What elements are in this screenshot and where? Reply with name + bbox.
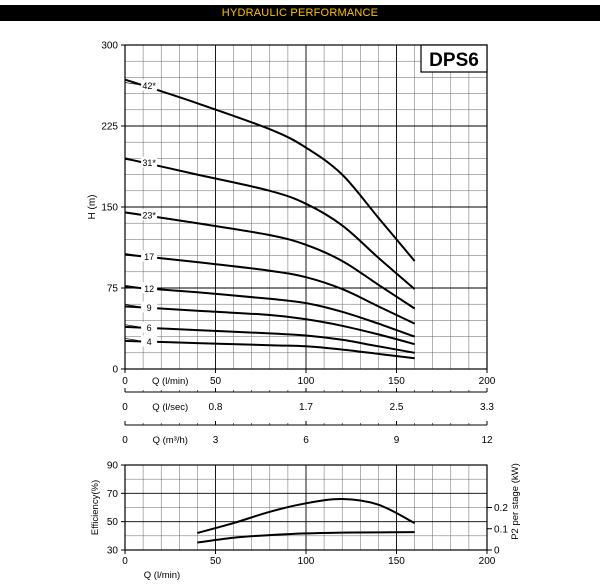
y-tick-label: 300 (101, 41, 118, 52)
head-curve-0 (124, 78, 416, 262)
curve-label-bg (141, 156, 158, 168)
scale-tick-label: 6 (303, 435, 309, 446)
scale-tick-label: 3 (213, 435, 219, 446)
x-tick-label: 150 (388, 556, 405, 567)
x-axis-label: Q (l/min) (144, 570, 180, 581)
curve-label-bg (141, 79, 158, 91)
efficiency-power-chart: 30 50 70 90 0 0.1 0.2 0 50 100 150 200 Q (l/min) Effi… (90, 461, 521, 582)
y-tick-label: 150 (101, 203, 118, 214)
curve-label-bg (141, 282, 158, 294)
curve-label-leader (124, 338, 139, 341)
curve-label: 31* (142, 158, 156, 168)
curve-label: 6 (147, 323, 152, 333)
curve-label-leader (124, 82, 139, 85)
y-tick-label: 30 (107, 546, 119, 557)
scale-tick-label: 9 (394, 435, 400, 446)
y-axis-label: Efficiency(%) (90, 480, 101, 535)
x-tick-label: 50 (210, 556, 222, 567)
y-tick-label: 70 (107, 489, 119, 500)
y-tick-label: 50 (107, 517, 119, 528)
scale-tick-label: 0.8 (209, 402, 223, 413)
curve-label-leader (124, 159, 139, 162)
scale-tick-label: 12 (481, 435, 493, 446)
curve-label-leader (124, 253, 139, 256)
y-tick-label: 90 (107, 461, 119, 472)
curve-label: 9 (147, 303, 152, 313)
scale-tick-label: 2.5 (390, 402, 404, 413)
chart-title: DPS6 (429, 50, 479, 71)
x-tick-label: 50 (210, 376, 222, 387)
curve-label-leader (124, 324, 139, 328)
scale-axis-label: Q (m³/h) (153, 435, 188, 446)
head-curve-5 (124, 305, 415, 346)
scale-tick-label: 1.7 (299, 402, 313, 413)
flow-unit-scales: 0 0.8 1.7 2.5 3.3 Q (l/sec) 0 3 6 9 12 Q (m³/h) (122, 388, 494, 446)
curve-label-bg (141, 250, 158, 262)
x-axis-label: Q (l/min) (152, 376, 188, 387)
curve-label: 23* (142, 211, 156, 221)
head-curve-chart: 0 75 150 225 300 0 50 100 150 200 Q (l/min) H (m) DP… (87, 41, 496, 388)
curve-label-bg (141, 335, 158, 347)
head-curve-4 (124, 285, 415, 338)
x-tick-label: 100 (298, 376, 315, 387)
curve-label-leader (124, 304, 139, 307)
head-curve-3 (124, 253, 416, 325)
curve-label-leader (124, 284, 139, 288)
head-curve-6 (124, 325, 415, 354)
x-tick-label: 0 (122, 556, 128, 567)
x-tick-label: 200 (479, 556, 496, 567)
curve-label: 12 (144, 284, 154, 294)
banner-title: HYDRAULIC PERFORMANCE (0, 5, 600, 21)
y-tick-label: 0 (112, 365, 118, 376)
x-tick-label: 150 (388, 376, 405, 387)
head-curve-1 (124, 157, 416, 290)
y2-tick-label: 0.2 (494, 503, 508, 514)
curve-label: 17 (144, 252, 154, 262)
curve-label-bg (141, 321, 158, 333)
y2-tick-label: 0.1 (494, 524, 508, 535)
scale-tick-label: 3.3 (480, 402, 494, 413)
curve-label-bg (141, 301, 158, 313)
title-box (420, 44, 488, 73)
curve-label-leader (124, 211, 139, 215)
x-tick-label: 0 (122, 376, 128, 387)
head-curve-2 (124, 211, 416, 310)
scale-axis-label: Q (l/sec) (152, 402, 188, 413)
head-curve-7 (124, 339, 415, 360)
x-tick-label: 200 (479, 376, 496, 387)
y-tick-label: 225 (101, 122, 118, 133)
x-tick-label: 100 (298, 556, 315, 567)
y-axis-label: H (m) (87, 195, 98, 220)
y2-axis-label: P2 per stage (kW) (510, 463, 521, 540)
efficiency-curve (197, 497, 416, 534)
curve-label-bg (141, 209, 158, 221)
y-tick-label: 75 (107, 284, 119, 295)
curve-label: 42* (142, 81, 156, 91)
scale-tick-label: 0 (122, 402, 128, 413)
scale-tick-label: 0 (122, 435, 128, 446)
y2-tick-label: 0 (494, 546, 500, 557)
power-curve (197, 531, 415, 544)
curve-label: 4 (147, 337, 152, 347)
